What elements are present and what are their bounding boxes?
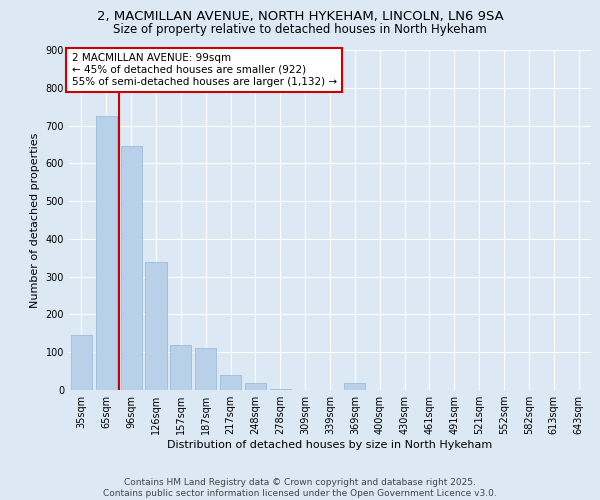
Y-axis label: Number of detached properties: Number of detached properties — [30, 132, 40, 308]
Bar — [170, 344, 191, 390]
Bar — [270, 389, 291, 390]
Bar — [96, 116, 117, 390]
Text: Contains HM Land Registry data © Crown copyright and database right 2025.
Contai: Contains HM Land Registry data © Crown c… — [103, 478, 497, 498]
Bar — [245, 383, 266, 390]
X-axis label: Distribution of detached houses by size in North Hykeham: Distribution of detached houses by size … — [167, 440, 493, 450]
Text: Size of property relative to detached houses in North Hykeham: Size of property relative to detached ho… — [113, 22, 487, 36]
Bar — [195, 348, 216, 390]
Text: 2 MACMILLAN AVENUE: 99sqm
← 45% of detached houses are smaller (922)
55% of semi: 2 MACMILLAN AVENUE: 99sqm ← 45% of detac… — [71, 54, 337, 86]
Bar — [220, 375, 241, 390]
Text: 2, MACMILLAN AVENUE, NORTH HYKEHAM, LINCOLN, LN6 9SA: 2, MACMILLAN AVENUE, NORTH HYKEHAM, LINC… — [97, 10, 503, 23]
Bar — [145, 262, 167, 390]
Bar — [71, 335, 92, 390]
Bar — [344, 383, 365, 390]
Bar — [121, 146, 142, 390]
